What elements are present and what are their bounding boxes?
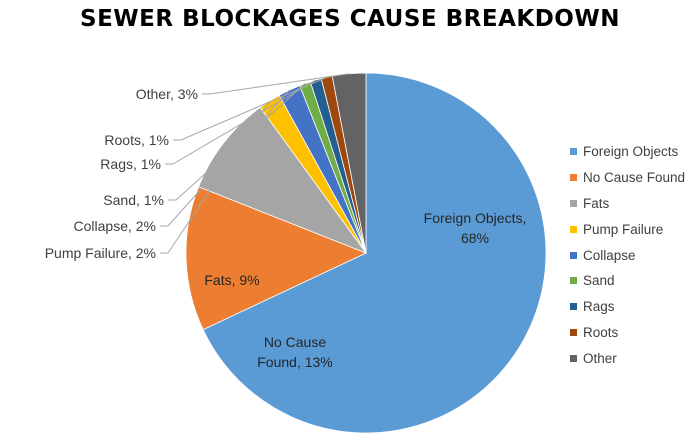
data-label-collapse: Collapse, 2% — [74, 218, 157, 234]
legend-swatch — [570, 354, 577, 362]
legend-item-fats: Fats — [570, 191, 685, 217]
legend-label: Pump Failure — [583, 221, 664, 237]
leader-line-rags — [165, 79, 317, 165]
legend-label: Collapse — [583, 247, 636, 263]
legend-label: Rags — [583, 299, 615, 315]
legend-swatch — [570, 328, 577, 336]
legend-label: Other — [583, 350, 617, 366]
legend-item-rags: Rags — [570, 294, 685, 320]
legend-item-pump-failure: Pump Failure — [570, 216, 685, 242]
leader-line-roots — [173, 76, 327, 141]
data-label-other: Other, 3% — [136, 86, 198, 102]
legend-swatch — [570, 174, 577, 182]
legend: Foreign Objects No Cause Found Fats Pump Fa… — [570, 139, 685, 371]
legend-swatch — [570, 148, 577, 156]
legend-item-foreign-objects: Foreign Objects — [570, 139, 685, 165]
legend-item-other: Other — [570, 345, 685, 371]
legend-swatch — [570, 303, 577, 311]
data-label-no-cause-found: Found, 13% — [257, 354, 333, 370]
legend-swatch — [570, 199, 577, 207]
data-label-foreign-objects: 68% — [461, 230, 489, 246]
legend-item-roots: Roots — [570, 320, 685, 346]
legend-item-sand: Sand — [570, 268, 685, 294]
pie-slice-no-cause-found — [185, 186, 368, 331]
leader-line-collapse — [160, 89, 290, 227]
pie-slice-foreign-objects — [202, 72, 547, 434]
leader-line-other — [202, 73, 350, 95]
legend-label: Fats — [583, 195, 610, 211]
chart-title: SEWER BLOCKAGES CAUSE BREAKDOWN — [80, 6, 620, 32]
legend-label: Roots — [583, 324, 619, 340]
data-label-sand: Sand, 1% — [103, 192, 164, 208]
data-label-no-cause-found: No Cause — [264, 334, 326, 350]
data-label-foreign-objects: Foreign Objects, — [424, 210, 527, 226]
legend-swatch — [570, 225, 577, 233]
data-label-pump-failure: Pump Failure, 2% — [45, 245, 156, 261]
legend-swatch — [570, 277, 577, 285]
leader-line-sand — [168, 83, 306, 201]
legend-swatch — [570, 251, 577, 259]
leader-line-pump-failure — [160, 100, 271, 254]
legend-label: No Cause Found — [583, 170, 686, 186]
legend-label: Sand — [583, 273, 615, 289]
legend-label: Foreign Objects — [583, 144, 679, 160]
data-label-rags: Rags, 1% — [100, 156, 161, 172]
data-label-fats: Fats, 9% — [204, 272, 259, 288]
legend-item-collapse: Collapse — [570, 242, 685, 268]
legend-item-no-cause-found: No Cause Found — [570, 165, 685, 191]
data-label-roots: Roots, 1% — [104, 132, 169, 148]
